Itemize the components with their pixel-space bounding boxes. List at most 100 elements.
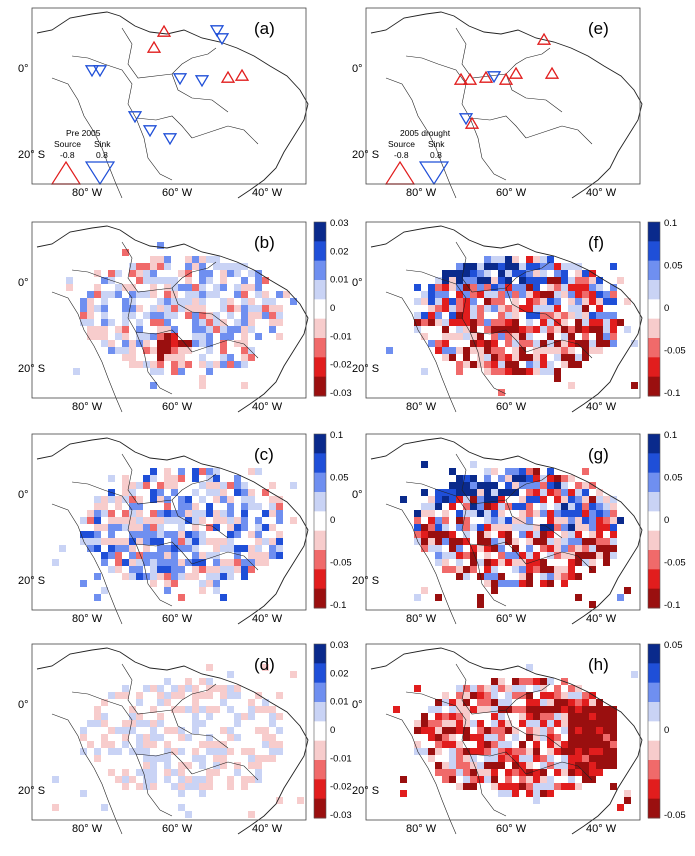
grid-cell — [421, 461, 428, 468]
colorbar-band — [648, 644, 660, 664]
grid-cell — [122, 326, 129, 333]
colorbar-tick-label: 0.05 — [330, 473, 349, 484]
coastline — [36, 225, 309, 413]
colorbar-band — [648, 338, 660, 358]
grid-cell — [171, 559, 178, 566]
grid-cell — [248, 347, 255, 354]
grid-cell — [596, 277, 603, 284]
grid-cell — [164, 503, 171, 510]
grid-cell — [512, 741, 519, 748]
border-line — [171, 499, 229, 539]
grid-cell — [94, 594, 101, 601]
grid-cell — [561, 748, 568, 755]
grid-cell — [442, 347, 449, 354]
grid-cell — [157, 256, 164, 263]
grid-cell — [533, 270, 540, 277]
sink-marker — [127, 111, 143, 124]
grid-cell — [589, 489, 596, 496]
grid-cell — [255, 706, 262, 713]
lon-label: 40° W — [586, 613, 617, 625]
grid-cell — [575, 776, 582, 783]
grid-cell — [484, 713, 491, 720]
grid-cell — [449, 762, 456, 769]
grid-cell — [157, 312, 164, 319]
colorbar-band — [648, 702, 660, 722]
grid-cell — [561, 538, 568, 545]
grid-cell — [561, 580, 568, 587]
grid-cell — [171, 510, 178, 517]
grid-cell — [171, 319, 178, 326]
grid-cell — [498, 510, 505, 517]
grid-cell — [199, 510, 206, 517]
grid-cell — [533, 319, 540, 326]
grid-cell — [456, 573, 463, 580]
grid-cell — [526, 475, 533, 482]
grid-cell — [227, 706, 234, 713]
grid-cell — [610, 720, 617, 727]
colorbar-tick-label: 0.1 — [330, 430, 343, 441]
grid-cell — [491, 573, 498, 580]
grid-cell — [192, 755, 199, 762]
grid-cell — [519, 468, 526, 475]
grid-cell — [582, 319, 589, 326]
grid-cell — [122, 312, 129, 319]
grid-cell — [157, 783, 164, 790]
grid-cell — [484, 270, 491, 277]
grid-cell — [150, 312, 157, 319]
grid-cell — [80, 580, 87, 587]
grid-cell — [582, 312, 589, 319]
grid-cell — [540, 699, 547, 706]
grid-cell — [171, 312, 178, 319]
grid-cell — [498, 748, 505, 755]
grid-cell — [589, 727, 596, 734]
grid-cell — [269, 755, 276, 762]
grid-cell — [276, 552, 283, 559]
grid-cell — [213, 706, 220, 713]
grid-cell — [456, 769, 463, 776]
grid-cell — [512, 361, 519, 368]
grid-cell — [115, 692, 122, 699]
grid-cell — [435, 503, 442, 510]
grid-cell — [491, 699, 498, 706]
grid-cell — [491, 580, 498, 587]
source-marker — [464, 116, 480, 129]
grid-cell — [484, 559, 491, 566]
grid-cell — [206, 326, 213, 333]
grid-cell — [617, 319, 624, 326]
grid-cell — [512, 524, 519, 531]
grid-cell — [164, 727, 171, 734]
grid-cell — [192, 517, 199, 524]
grid-cell — [94, 748, 101, 755]
grid-cell — [519, 291, 526, 298]
grid-cell — [589, 517, 596, 524]
grid-cell — [414, 517, 421, 524]
grid-cell — [526, 263, 533, 270]
colorbar-band — [648, 511, 660, 532]
grid-cell — [484, 503, 491, 510]
grid-cell — [178, 692, 185, 699]
legend-source-value: -0.8 — [60, 150, 75, 160]
grid-cell — [108, 727, 115, 734]
grid-cell — [150, 762, 157, 769]
grid-cell — [435, 734, 442, 741]
grid-cell — [498, 319, 505, 326]
grid-cell — [276, 797, 283, 804]
grid-cell — [547, 573, 554, 580]
grid-cell — [248, 727, 255, 734]
grid-cell — [505, 720, 512, 727]
grid-cell — [575, 720, 582, 727]
grid-cell — [227, 305, 234, 312]
grid-cell — [575, 263, 582, 270]
grid-cell — [575, 552, 582, 559]
grid-cell — [603, 734, 610, 741]
grid-cell — [108, 517, 115, 524]
map-frame — [31, 643, 307, 821]
grid-cell — [484, 762, 491, 769]
grid-cell — [456, 361, 463, 368]
grid-cell — [227, 496, 234, 503]
grid-cell — [484, 692, 491, 699]
legend-title: 2005 drought — [400, 128, 451, 138]
grid-cell — [150, 347, 157, 354]
grid-cell — [129, 503, 136, 510]
colorbar-band — [648, 779, 660, 800]
